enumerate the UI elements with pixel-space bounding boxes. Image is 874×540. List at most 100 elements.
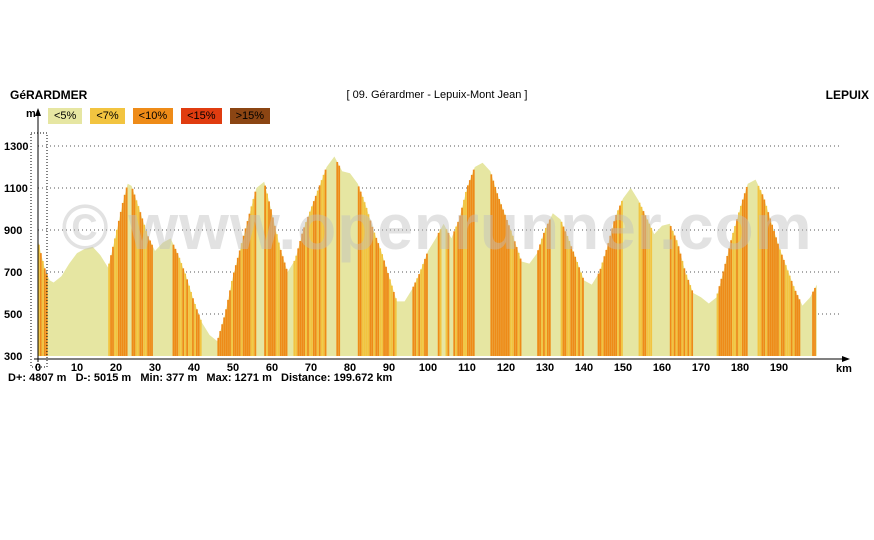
y-tick-label: 700: [4, 267, 22, 279]
gradient-strip: [609, 235, 612, 356]
gradient-strip: [812, 291, 814, 356]
gradient-strip: [465, 191, 467, 356]
gradient-strip: [108, 263, 110, 356]
gradient-strip: [564, 231, 567, 356]
x-tick-label: 160: [653, 362, 671, 374]
gradient-strip: [745, 186, 748, 356]
gradient-strip: [765, 205, 768, 356]
legend-item-gt15: >15%: [229, 108, 271, 124]
gradient-strip: [283, 262, 286, 356]
x-tick-label: 190: [770, 362, 788, 374]
gradient-strip: [312, 201, 315, 356]
gradient-strip: [741, 199, 744, 356]
gradient-strip: [135, 200, 138, 356]
stat-dplus: D+: 4807 m: [8, 372, 67, 384]
gradient-strip: [234, 265, 237, 356]
gradient-strip: [303, 227, 305, 356]
gradient-strip: [299, 241, 302, 356]
gradient-strip: [782, 259, 785, 356]
gradient-strip: [515, 247, 518, 356]
end-town: LEPUIX: [825, 88, 869, 102]
legend-item-lt7: <7%: [90, 108, 125, 124]
gradient-strip: [238, 250, 241, 356]
gradient-strip: [231, 280, 233, 356]
gradient-strip: [233, 272, 235, 356]
gradient-strip: [545, 227, 547, 356]
gradient-strip: [685, 274, 688, 356]
stats-bar: D+: 4807 m D-: 5015 m Min: 377 m Max: 12…: [8, 372, 392, 384]
gradient-strip: [277, 242, 280, 356]
gradient-strip: [543, 232, 545, 356]
gradient-strip: [506, 220, 508, 356]
x-tick-label: 60: [266, 362, 278, 374]
gradient-strip: [377, 243, 380, 356]
gradient-strip: [385, 266, 387, 356]
gradient-strip: [316, 190, 319, 356]
x-tick-label: 100: [419, 362, 437, 374]
gradient-strip: [141, 218, 144, 356]
gradient-strip: [679, 253, 682, 356]
gradient-strip: [190, 291, 192, 356]
legend-item-lt15: <15%: [181, 108, 222, 124]
gradient-strip: [365, 207, 368, 356]
gradient-strip: [677, 246, 680, 356]
gradient-strip: [424, 258, 426, 356]
gradient-strip: [504, 214, 506, 356]
gradient-strip: [379, 248, 382, 356]
gradient-strip: [794, 290, 797, 356]
gradient-strip: [369, 220, 372, 356]
gradient-strip: [457, 221, 460, 356]
gradient-strip: [784, 265, 787, 356]
gradient-strip: [496, 193, 499, 356]
gradient-strip: [788, 275, 791, 356]
gradient-strip: [119, 211, 122, 356]
x-tick-label: 150: [614, 362, 632, 374]
x-axis-label: km: [836, 363, 852, 375]
gradient-strip: [796, 295, 799, 356]
gradient-strip: [617, 210, 619, 356]
gradient-strip: [574, 256, 577, 356]
gradient-strip: [498, 199, 500, 356]
gradient-strip: [780, 254, 783, 356]
x-tick-label: 20: [110, 362, 122, 374]
gradient-strip: [383, 260, 385, 356]
y-axis-arrow: [35, 108, 41, 116]
gradient-strip: [461, 207, 463, 356]
gradient-strip: [646, 219, 649, 356]
gradient-strip: [131, 188, 134, 356]
gradient-strip: [180, 263, 183, 356]
gradient-strip: [767, 212, 770, 356]
gradient-strip: [381, 254, 383, 356]
gradient-strip: [691, 290, 694, 356]
gradient-strip: [394, 298, 397, 356]
start-town: GéRARDMER: [10, 88, 88, 102]
gradient-strip: [566, 236, 569, 356]
gradient-strip: [324, 169, 327, 356]
x-tick-label: 80: [344, 362, 356, 374]
gradient-strip: [273, 225, 276, 356]
gradient-strip: [392, 291, 395, 356]
gradient-strip: [779, 249, 781, 356]
gradient-strip: [197, 314, 200, 356]
gradient-strip: [272, 217, 274, 356]
gradient-strip: [453, 231, 456, 356]
gradient-strip: [219, 331, 222, 356]
gradient-strip: [732, 232, 734, 356]
gradient-strip: [194, 304, 196, 356]
gradient-strip: [357, 186, 360, 356]
gradient-strip: [607, 243, 610, 356]
gradient-strip: [279, 249, 282, 356]
gradient-strip: [570, 246, 573, 356]
gradient-strip: [199, 319, 202, 356]
gradient-strip: [537, 250, 539, 356]
gradient-strip: [387, 273, 389, 356]
gradient-strip: [792, 286, 795, 356]
watermark: © www.openrunner.com: [61, 191, 813, 263]
gradient-strip: [470, 174, 473, 356]
x-tick-label: 90: [383, 362, 395, 374]
y-tick-label: 500: [4, 309, 22, 321]
gradient-strip: [110, 255, 112, 356]
gradient-strip: [519, 258, 522, 356]
gradient-strip: [227, 299, 229, 356]
